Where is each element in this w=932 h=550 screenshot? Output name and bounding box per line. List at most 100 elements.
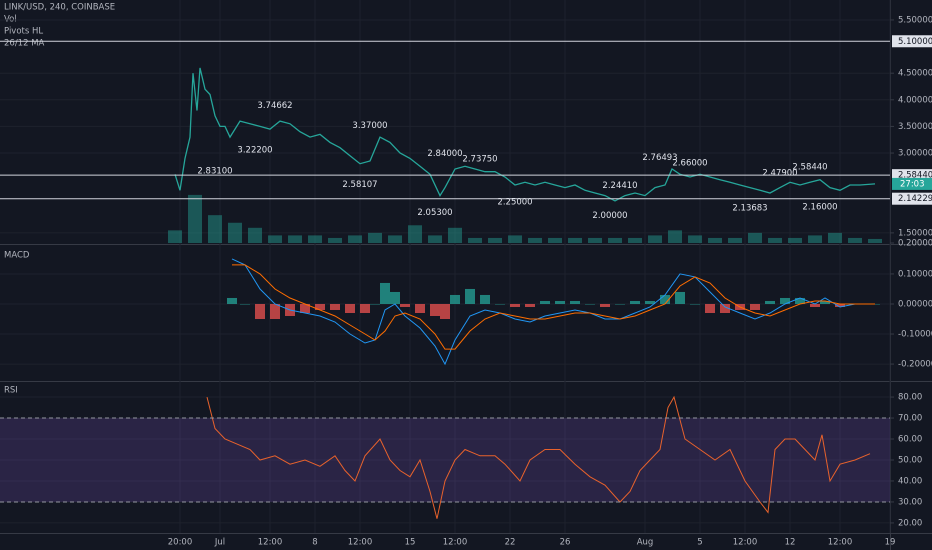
volume-bar [248,227,262,243]
macd-histogram-bar [240,303,250,305]
volume-bar [688,235,702,243]
macd-histogram-bar [720,303,730,313]
pivot-label: 2.73750 [462,155,497,165]
volume-bar [208,215,222,243]
volume-bar [228,222,242,243]
macd-histogram-bar [820,300,830,304]
macd-histogram-bar [300,303,310,313]
volume-bar [488,237,502,243]
pivot-label: 2.05300 [417,208,452,218]
macd-histogram-bar [315,303,325,310]
macd-histogram-bar [615,303,625,305]
macd-histogram-bar [370,303,380,305]
pivot-label: 2.58440 [792,163,827,173]
volume-bar [628,237,642,243]
volume-bar [188,194,202,243]
pivot-label: 2.83100 [197,167,232,177]
volume-bar [728,237,742,243]
level-label: 2.58440 [898,171,932,181]
macd-histogram-bar [570,300,580,304]
price-line [174,67,876,202]
x-tick-label: 12:00 [348,538,373,548]
rsi-title: RSI [4,386,18,396]
y-tick-label: 40.00 [898,476,922,486]
volume-bar [508,235,522,243]
volume-bar [408,225,422,243]
macd-histogram-bar [585,303,595,305]
last-price-box [892,177,932,190]
y-tick-label: 0.00000 [898,299,932,309]
pivot-label: 2.13683 [732,203,767,213]
y-tick-label: 4.00000 [898,95,932,105]
indicator-name: Pivots HL [4,27,43,37]
y-tick-label: 3.00000 [898,149,932,159]
y-tick-label: 1.50000 [898,228,932,238]
macd-histogram-bar [330,303,340,310]
y-tick-label: 0.10000 [898,269,932,279]
macd-histogram-bar [415,303,425,313]
y-tick-label: 5.50000 [898,15,932,25]
pivot-label: 2.24410 [602,181,637,191]
macd-histogram-bar [525,303,535,307]
macd-histogram-bar [440,303,450,320]
macd-histogram-bar [750,303,760,310]
volume-bar [788,237,802,243]
y-tick-label: 80.00 [898,393,922,403]
macd-histogram-bar [660,294,670,304]
pivot-label: 2.16000 [802,202,837,212]
volume-bar [448,227,462,243]
rsi-line [206,395,871,519]
volume-bar [748,232,762,243]
x-tick-label: 12 [785,538,796,548]
macd-histogram-bar [705,303,715,313]
macd-histogram-bar [765,300,775,304]
x-tick-label: 8 [312,538,317,548]
volume-bar [288,235,302,243]
rsi-band [0,418,890,502]
macd-histogram-bar [400,303,410,307]
y-tick-label: 4.50000 [898,69,932,79]
volume-bar [548,237,562,243]
pivot-label: 2.84000 [427,149,462,159]
x-tick-label: 12:00 [828,538,853,548]
volume-bar [528,237,542,243]
volume-bar [848,237,862,243]
volume-bar [588,237,602,243]
macd-histogram-bar [795,297,805,304]
macd-histogram-bar [600,303,610,307]
level-label-box [892,35,932,48]
y-tick-label: -0.10000 [898,330,932,340]
x-tick-label: 12:00 [443,538,468,548]
volume-bar [668,230,682,243]
volume-bar [348,235,362,243]
volume-bar [568,237,582,243]
x-tick-label: 15 [405,538,416,548]
macd-histogram-bar [630,300,640,304]
x-tick-label: 12:00 [258,538,283,548]
y-tick-label: 60.00 [898,435,922,445]
symbol-title: LINK/USD, 240, COINBASE [4,3,115,13]
macd-histogram-bar [675,291,685,304]
macd-histogram-bar [810,303,820,307]
x-tick-label: 5 [697,538,702,548]
pivot-label: 2.47900 [762,168,797,178]
macd-histogram-bar [540,300,550,304]
x-tick-label: 12:00 [733,538,758,548]
volume-bar [828,232,842,243]
volume-bar [388,235,402,243]
x-tick-label: 20:00 [168,538,193,548]
volume-bar [648,235,662,243]
volume-bar [168,230,182,243]
pivot-label: 3.22200 [237,146,272,156]
macd-histogram-bar [690,303,700,305]
level-label: 5.10000 [898,37,932,47]
indicator-name: 26/12 MA [4,39,45,49]
volume-bar [368,232,382,243]
x-tick-label: Aug [637,538,654,548]
macd-histogram-bar [465,288,475,304]
macd-histogram-bar [510,303,520,307]
pivot-label: 2.58107 [342,180,377,190]
volume-bar [608,237,622,243]
